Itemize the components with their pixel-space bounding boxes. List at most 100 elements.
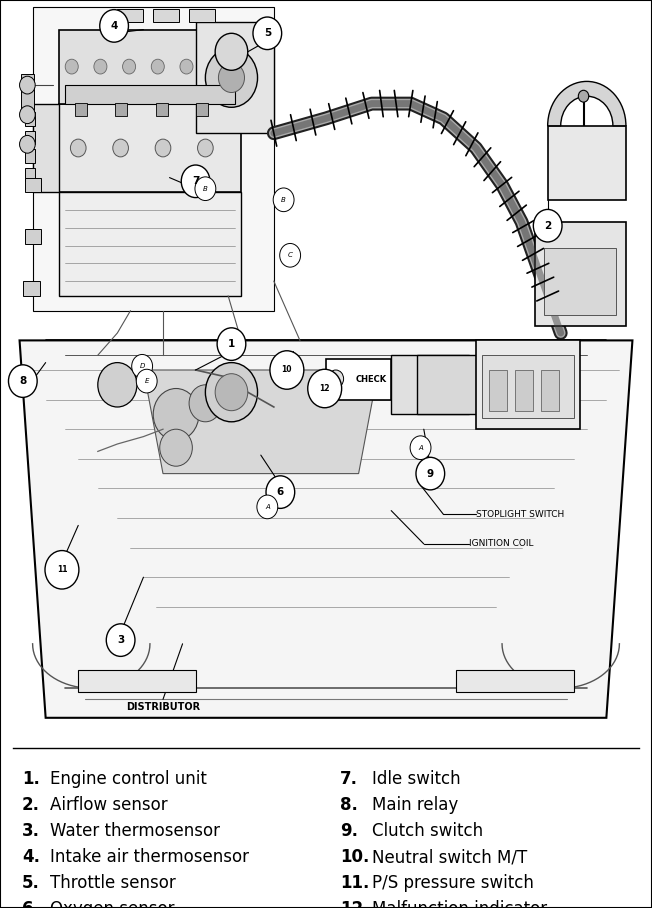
Circle shape [8, 365, 37, 398]
Text: Intake air thermosensor: Intake air thermosensor [50, 848, 249, 866]
Circle shape [270, 350, 304, 390]
Bar [489, 370, 507, 410]
Circle shape [273, 188, 294, 212]
Bar [156, 103, 168, 116]
Text: 11.: 11. [340, 874, 370, 892]
Text: Clutch switch: Clutch switch [372, 822, 483, 840]
Text: 12: 12 [319, 384, 330, 393]
Bar [23, 281, 40, 296]
Bar [326, 359, 391, 400]
Text: 5.: 5. [22, 874, 40, 892]
Text: 6.: 6. [22, 900, 40, 908]
Circle shape [155, 139, 171, 157]
Text: D: D [140, 363, 145, 370]
Circle shape [106, 624, 135, 656]
Polygon shape [21, 74, 34, 118]
Text: 8: 8 [19, 376, 27, 386]
Circle shape [209, 59, 222, 74]
Circle shape [45, 550, 79, 589]
Circle shape [100, 10, 128, 42]
Text: Water thermosensor: Water thermosensor [50, 822, 220, 840]
Circle shape [533, 210, 562, 242]
Circle shape [205, 362, 258, 422]
Circle shape [215, 34, 248, 70]
Circle shape [328, 370, 344, 388]
Circle shape [257, 495, 278, 518]
Bar [544, 248, 616, 314]
Polygon shape [143, 370, 378, 474]
Text: 10.: 10. [340, 848, 370, 866]
Polygon shape [33, 104, 59, 192]
Text: 1.: 1. [22, 770, 40, 788]
Text: DISTRIBUTOR: DISTRIBUTOR [126, 702, 200, 712]
Text: Oxygen sensor: Oxygen sensor [50, 900, 175, 908]
Circle shape [578, 90, 589, 102]
Circle shape [123, 59, 136, 74]
Circle shape [113, 139, 128, 157]
Bar [541, 370, 559, 410]
Text: A: A [265, 504, 270, 510]
Circle shape [94, 59, 107, 74]
Text: 9: 9 [427, 469, 434, 479]
Text: Malfunction indicator: Malfunction indicator [372, 900, 547, 908]
Text: P/S pressure switch: P/S pressure switch [372, 874, 534, 892]
Circle shape [515, 362, 554, 407]
Wedge shape [548, 82, 626, 126]
Circle shape [189, 385, 222, 422]
Bar [78, 670, 196, 692]
Text: B: B [203, 186, 208, 192]
Circle shape [217, 328, 246, 360]
Text: 7: 7 [192, 176, 200, 186]
Circle shape [20, 76, 35, 94]
Bar [196, 22, 274, 133]
Circle shape [98, 362, 137, 407]
Bar [25, 131, 35, 144]
Circle shape [65, 59, 78, 74]
Text: 1: 1 [228, 339, 235, 349]
Circle shape [205, 48, 258, 107]
Bar [115, 103, 127, 116]
Text: 12.: 12. [340, 900, 370, 908]
Bar [476, 340, 580, 429]
Text: Airflow sensor: Airflow sensor [50, 796, 168, 814]
Bar [59, 30, 241, 104]
Bar [59, 104, 241, 192]
Circle shape [416, 458, 445, 490]
Circle shape [195, 177, 216, 201]
Text: 9.: 9. [340, 822, 358, 840]
Bar [515, 370, 533, 410]
Bar [117, 9, 143, 22]
Circle shape [136, 370, 157, 393]
Circle shape [20, 135, 35, 153]
Bar [65, 85, 235, 104]
Circle shape [280, 243, 301, 267]
Bar [548, 126, 626, 200]
Text: 4.: 4. [22, 848, 40, 866]
Circle shape [410, 436, 431, 459]
Text: 2.: 2. [22, 796, 40, 814]
Bar [25, 230, 41, 244]
Text: 7.: 7. [340, 770, 358, 788]
Circle shape [151, 59, 164, 74]
Text: C: C [288, 252, 293, 258]
Circle shape [215, 374, 248, 410]
Circle shape [218, 63, 244, 93]
Bar [189, 9, 215, 22]
Text: 5: 5 [263, 28, 271, 38]
Circle shape [160, 429, 192, 466]
Circle shape [153, 389, 199, 440]
Bar [25, 150, 35, 163]
Text: 2: 2 [544, 221, 552, 231]
Text: 4: 4 [110, 21, 118, 31]
Text: Throttle sensor: Throttle sensor [50, 874, 176, 892]
Circle shape [181, 165, 210, 198]
Bar [391, 355, 469, 414]
Circle shape [20, 106, 35, 123]
Text: 3: 3 [117, 635, 125, 645]
Text: Neutral switch M/T: Neutral switch M/T [372, 848, 527, 866]
Text: A: A [418, 445, 423, 450]
Bar [75, 103, 87, 116]
Text: 3.: 3. [22, 822, 40, 840]
Circle shape [253, 17, 282, 50]
Text: 8.: 8. [340, 796, 358, 814]
